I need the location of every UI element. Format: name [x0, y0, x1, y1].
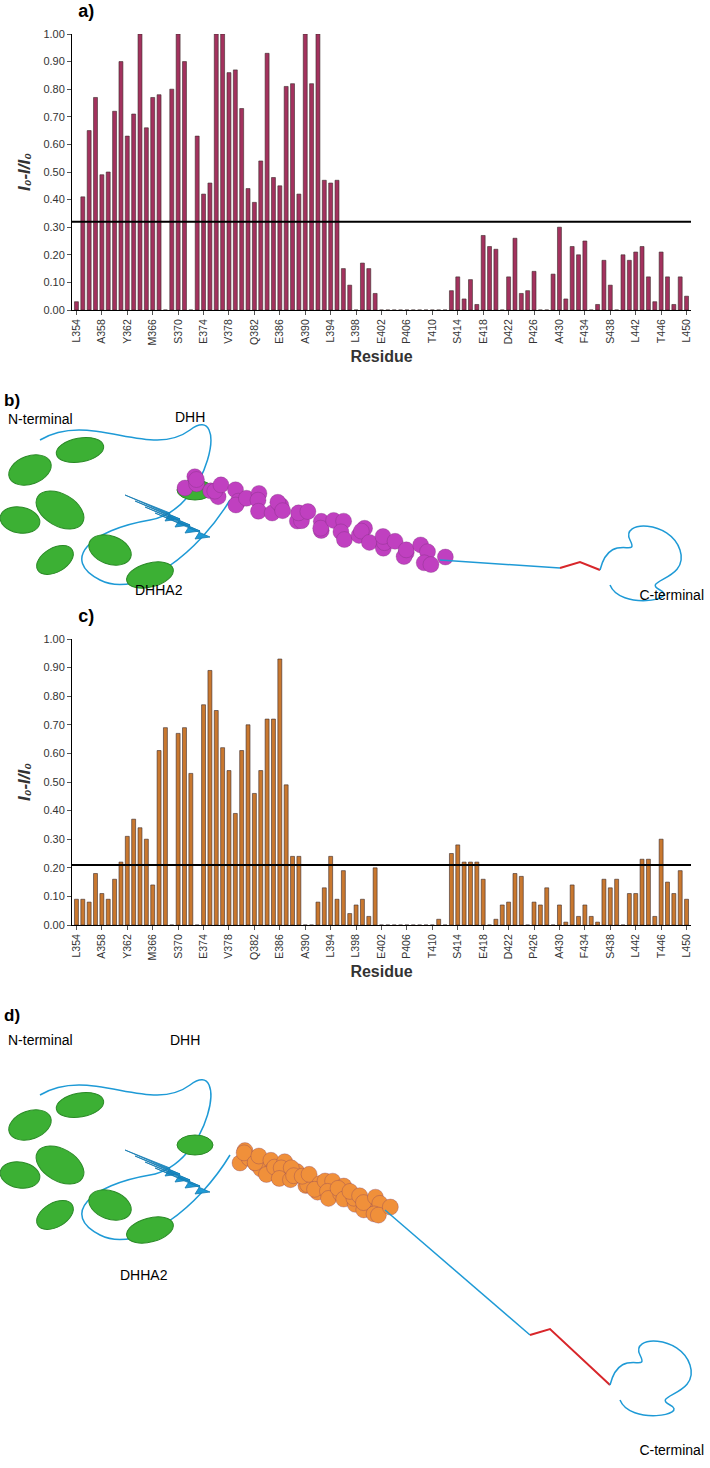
svg-text:F434: F434	[578, 934, 590, 958]
svg-text:S438: S438	[604, 934, 616, 959]
svg-text:Y362: Y362	[121, 319, 133, 344]
svg-text:E374: E374	[197, 934, 209, 959]
svg-text:P406: P406	[400, 934, 412, 959]
svg-text:T446: T446	[655, 319, 667, 343]
svg-text:S438: S438	[604, 319, 616, 344]
svg-text:0.60: 0.60	[43, 747, 64, 759]
svg-text:L398: L398	[349, 934, 361, 958]
svg-text:L450: L450	[680, 934, 692, 958]
svg-text:S414: S414	[451, 934, 463, 959]
svg-text:I₀-I/I₀: I₀-I/I₀	[15, 763, 34, 801]
svg-text:0.00: 0.00	[43, 919, 64, 931]
svg-text:L354: L354	[70, 319, 82, 343]
svg-text:E402: E402	[375, 319, 387, 344]
svg-text:b): b)	[4, 391, 20, 410]
svg-text:A430: A430	[553, 319, 565, 344]
svg-text:Residue: Residue	[350, 348, 412, 365]
svg-text:C-terminal: C-terminal	[639, 587, 704, 603]
svg-text:1.00: 1.00	[43, 28, 64, 40]
svg-text:0.20: 0.20	[43, 862, 64, 874]
svg-text:0.50: 0.50	[43, 776, 64, 788]
svg-text:V378: V378	[222, 934, 234, 959]
svg-text:L450: L450	[680, 319, 692, 343]
svg-text:0.40: 0.40	[43, 193, 64, 205]
svg-text:A358: A358	[95, 319, 107, 344]
svg-text:0.90: 0.90	[43, 55, 64, 67]
svg-text:E374: E374	[197, 319, 209, 344]
svg-text:A430: A430	[553, 934, 565, 959]
svg-text:L354: L354	[70, 934, 82, 958]
svg-text:1.00: 1.00	[43, 633, 64, 645]
svg-text:Q382: Q382	[248, 319, 260, 345]
svg-text:E402: E402	[375, 934, 387, 959]
svg-text:a): a)	[78, 1, 94, 21]
svg-text:0.60: 0.60	[43, 138, 64, 150]
svg-text:P426: P426	[527, 319, 539, 344]
svg-text:0.70: 0.70	[43, 719, 64, 731]
svg-text:M366: M366	[146, 319, 158, 345]
svg-text:Q382: Q382	[248, 934, 260, 960]
svg-text:0.10: 0.10	[43, 890, 64, 902]
svg-text:0.30: 0.30	[43, 221, 64, 233]
svg-text:DHHA2: DHHA2	[120, 1267, 168, 1283]
svg-text:A390: A390	[299, 934, 311, 959]
svg-text:E386: E386	[273, 934, 285, 959]
svg-text:Y362: Y362	[121, 934, 133, 959]
svg-text:F434: F434	[578, 319, 590, 343]
svg-text:P426: P426	[527, 934, 539, 959]
svg-text:V378: V378	[222, 319, 234, 344]
svg-text:0.40: 0.40	[43, 804, 64, 816]
svg-text:I₀-I/I₀: I₀-I/I₀	[15, 153, 34, 191]
svg-text:DHH: DHH	[175, 409, 205, 425]
svg-text:T410: T410	[426, 319, 438, 343]
svg-text:P406: P406	[400, 319, 412, 344]
svg-text:0.80: 0.80	[43, 83, 64, 95]
svg-text:E418: E418	[477, 934, 489, 959]
svg-text:L394: L394	[324, 934, 336, 958]
svg-text:E386: E386	[273, 319, 285, 344]
svg-text:0.30: 0.30	[43, 833, 64, 845]
svg-text:DHH: DHH	[170, 1032, 200, 1048]
svg-text:0.10: 0.10	[43, 276, 64, 288]
svg-text:C-terminal: C-terminal	[639, 1442, 704, 1458]
svg-text:L394: L394	[324, 319, 336, 343]
svg-text:L442: L442	[629, 934, 641, 958]
svg-text:0.70: 0.70	[43, 111, 64, 123]
svg-text:N-terminal: N-terminal	[8, 1032, 73, 1048]
svg-text:S370: S370	[172, 934, 184, 959]
svg-text:S370: S370	[172, 319, 184, 344]
svg-text:T410: T410	[426, 934, 438, 958]
svg-text:0.80: 0.80	[43, 690, 64, 702]
svg-text:0.00: 0.00	[43, 304, 64, 316]
svg-text:N-terminal: N-terminal	[8, 411, 73, 427]
svg-text:D422: D422	[502, 934, 514, 959]
svg-text:L442: L442	[629, 319, 641, 343]
svg-text:D422: D422	[502, 319, 514, 344]
svg-text:d): d)	[4, 1006, 20, 1025]
svg-text:Residue: Residue	[350, 963, 412, 980]
svg-text:S414: S414	[451, 319, 463, 344]
svg-text:0.20: 0.20	[43, 249, 64, 261]
svg-text:DHHA2: DHHA2	[135, 582, 183, 598]
svg-text:A358: A358	[95, 934, 107, 959]
svg-text:E418: E418	[477, 319, 489, 344]
svg-text:A390: A390	[299, 319, 311, 344]
svg-text:c): c)	[78, 606, 94, 626]
svg-text:0.50: 0.50	[43, 166, 64, 178]
svg-text:L398: L398	[349, 319, 361, 343]
svg-text:M366: M366	[146, 934, 158, 960]
svg-text:T446: T446	[655, 934, 667, 958]
svg-text:0.90: 0.90	[43, 661, 64, 673]
